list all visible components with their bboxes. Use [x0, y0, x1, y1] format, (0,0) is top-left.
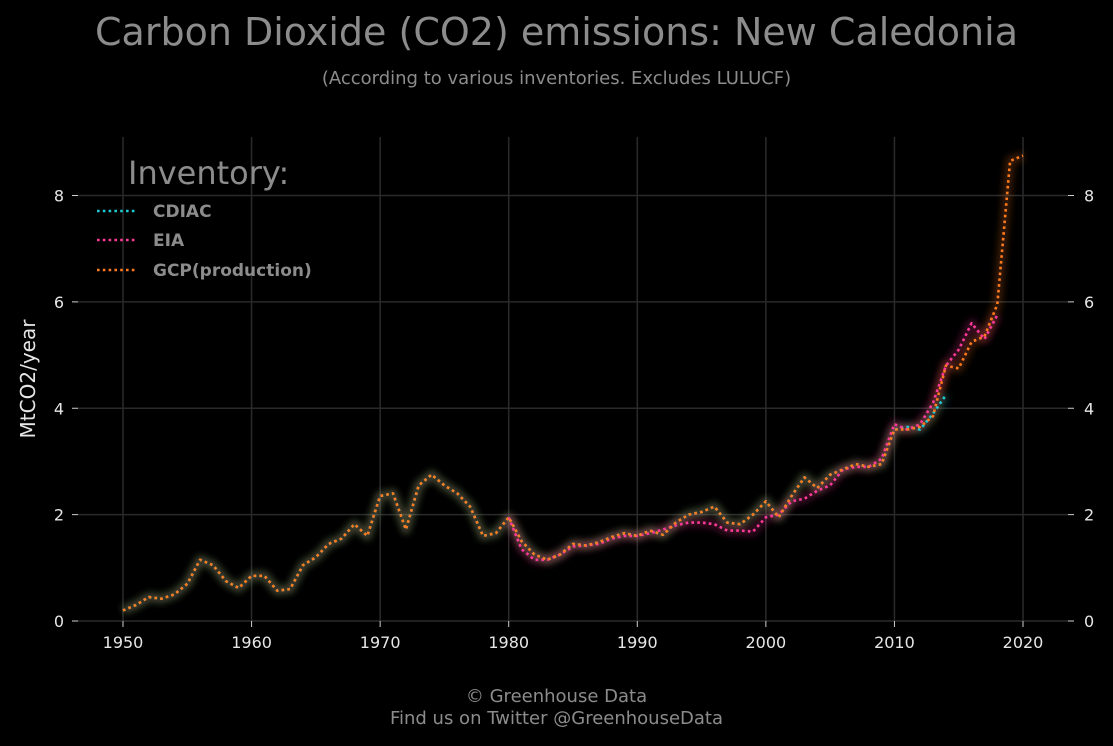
footer: © Greenhouse Data Find us on Twitter @Gr…	[0, 686, 1113, 730]
x-tick-label: 2000	[745, 633, 786, 652]
y-tick-label-left: 4	[54, 399, 64, 418]
x-tick-label: 1960	[231, 633, 272, 652]
y-axis-label: MtCO2/year	[16, 319, 40, 439]
series-line-gcp-production-	[122, 154, 1024, 612]
x-tick-label: 1980	[488, 633, 529, 652]
x-tick-label: 1970	[360, 633, 401, 652]
x-tick-label: 1990	[617, 633, 658, 652]
legend: Inventory: CDIAC EIA GCP(production)	[97, 154, 312, 281]
y-tick-label-right: 6	[1084, 293, 1094, 312]
y-tick-label-left: 8	[54, 187, 64, 206]
grid	[78, 137, 1068, 622]
copyright-text: © Greenhouse Data	[465, 686, 648, 707]
y-tick-label-right: 0	[1084, 612, 1094, 631]
chart-subtitle: (According to various inventories. Exclu…	[321, 68, 792, 89]
y-tick-label-left: 2	[54, 506, 64, 525]
y-tick-label-left: 6	[54, 293, 64, 312]
series-lines	[121, 151, 1025, 615]
series-line-eia	[507, 314, 999, 562]
legend-label: CDIAC	[153, 202, 212, 222]
series-glow	[504, 313, 1002, 565]
x-tick-label: 2020	[1003, 633, 1044, 652]
chart-title: Carbon Dioxide (CO2) emissions: New Cale…	[95, 10, 1018, 54]
x-tick-label: 1950	[103, 633, 144, 652]
y-tick-label-left: 0	[54, 612, 64, 631]
twitter-text: Find us on Twitter @GreenhouseData	[389, 708, 724, 729]
legend-label: GCP(production)	[153, 261, 312, 281]
x-tick-label: 2010	[874, 633, 915, 652]
axes: 1950 1960 1970 1980 1990 2000 2010 2020 0 0 2 2 4 4 6 6…	[16, 187, 1094, 652]
series-glow	[121, 151, 1025, 615]
y-tick-label-right: 2	[1084, 506, 1094, 525]
legend-label: EIA	[153, 231, 185, 251]
y-tick-label-right: 8	[1084, 187, 1094, 206]
y-tick-label-right: 4	[1084, 399, 1094, 418]
legend-title: Inventory:	[128, 154, 289, 192]
